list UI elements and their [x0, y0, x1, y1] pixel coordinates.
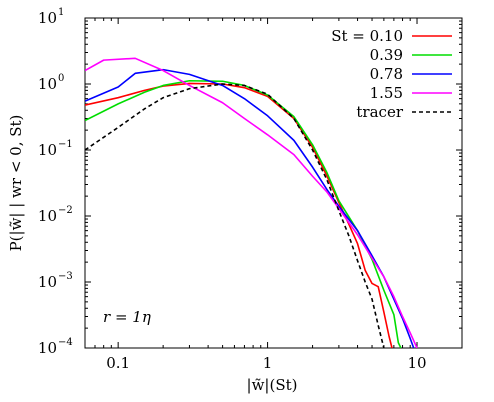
y-tick-label: 10	[38, 339, 57, 357]
legend-label: tracer	[356, 103, 403, 121]
y-tick-exponent: −2	[58, 205, 73, 216]
legend-label: 0.39	[370, 46, 403, 64]
y-tick-label: 10	[38, 141, 57, 159]
x-axis-label: |w̃|(St)	[247, 376, 298, 394]
series-lines	[85, 57, 418, 348]
x-tick-label: 1	[263, 354, 273, 372]
y-tick-label: 10	[38, 75, 57, 93]
y-tick-label: 10	[38, 9, 57, 27]
y-tick-label: 10	[38, 207, 57, 225]
annotation-r-eta: r = 1η	[103, 308, 151, 326]
y-tick-exponent: 0	[58, 73, 64, 84]
y-tick-exponent: 1	[58, 7, 64, 18]
x-axis-ticks: 0.1 1 10	[84, 18, 463, 372]
x-tick-label: 10	[407, 354, 426, 372]
series-line-0-78	[85, 68, 415, 348]
series-line-st-0-10	[85, 82, 393, 348]
y-tick-exponent: −1	[58, 139, 73, 150]
legend-label: 0.78	[370, 65, 403, 83]
plot-area-frame	[84, 17, 463, 349]
series-line-0-39	[85, 79, 402, 348]
y-axis-label: P(|w̃| | wr < 0, St)	[7, 115, 25, 252]
y-tick-exponent: −3	[58, 271, 73, 282]
y-tick-exponent: −4	[58, 337, 73, 348]
x-tick-label: 0.1	[106, 354, 130, 372]
legend-label: 1.55	[370, 84, 403, 102]
series-line-1-55	[85, 57, 418, 348]
legend-label: St = 0.10	[331, 27, 403, 45]
y-tick-label: 10	[38, 273, 57, 291]
